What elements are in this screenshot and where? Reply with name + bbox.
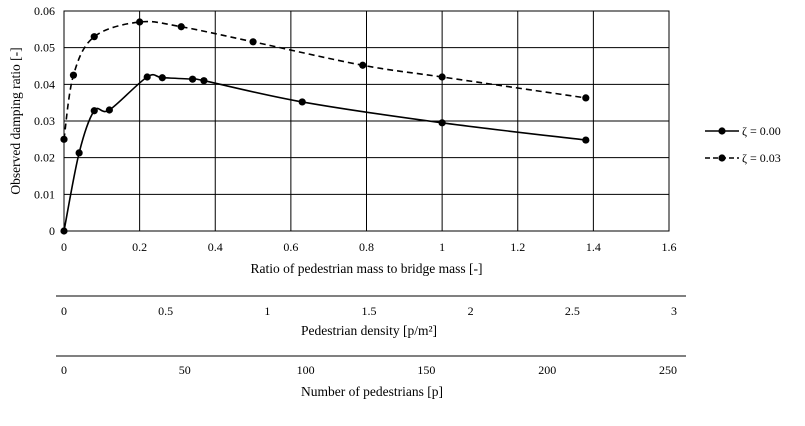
x-tick-label: 1.4	[586, 240, 601, 254]
series-layer	[60, 18, 590, 235]
data-point	[75, 149, 83, 157]
y-tick-label: 0.03	[34, 114, 55, 128]
data-point	[60, 135, 68, 143]
data-point	[90, 107, 98, 115]
y-tick-label: 0.05	[34, 41, 55, 55]
secondary-tick-label: 0	[61, 304, 67, 318]
data-point	[438, 119, 446, 127]
legend-label-zeta-0: ζ = 0.00	[742, 124, 781, 138]
data-point	[200, 77, 208, 85]
data-point	[438, 73, 446, 81]
legend-label-zeta-3: ζ = 0.03	[742, 151, 781, 165]
pedestrian-density-ticks: 0 0.5 1 1.5 2 2.5 3	[61, 304, 677, 318]
y-tick-label: 0.02	[34, 151, 55, 165]
data-point	[359, 61, 367, 69]
x-tick-label: 0.4	[208, 240, 223, 254]
legend-marker	[718, 127, 726, 135]
x-tick-label: 1.2	[510, 240, 525, 254]
secondary-tick-label: 200	[538, 363, 556, 377]
legend-item-zeta-3: ζ = 0.03	[705, 151, 781, 165]
data-point	[136, 18, 144, 26]
x-tick-label: 1.6	[662, 240, 677, 254]
data-point	[69, 71, 78, 79]
y-tick-label: 0.06	[34, 4, 55, 18]
data-point	[298, 98, 306, 106]
pedestrian-density-axis: 0 0.5 1 1.5 2 2.5 3 Pedestrian density [p/m²]	[56, 295, 686, 338]
secondary-tick-label: 1	[264, 304, 270, 318]
data-point	[582, 136, 590, 144]
secondary-tick-label: 100	[297, 363, 315, 377]
pedestrian-count-axis: 0 50 100 150 200 250 Number of pedestrians [p…	[56, 355, 686, 399]
data-point	[143, 73, 151, 81]
x-tick-label: 0.2	[132, 240, 147, 254]
x-tick-label: 0.6	[283, 240, 298, 254]
secondary-tick-label: 0.5	[158, 304, 173, 318]
y-axis-ticks: 0 0.01 0.02 0.03 0.04 0.05 0.06	[34, 4, 55, 238]
data-point	[188, 75, 197, 83]
legend-marker	[718, 154, 726, 162]
data-point	[105, 106, 113, 114]
data-point	[249, 38, 257, 46]
secondary-tick-label: 250	[659, 363, 677, 377]
x-tick-label: 0	[61, 240, 67, 254]
legend: ζ = 0.00 ζ = 0.03	[705, 124, 781, 165]
x-axis-label: Ratio of pedestrian mass to bridge mass …	[250, 261, 482, 276]
secondary-tick-label: 50	[179, 363, 191, 377]
secondary-tick-label: 2.5	[565, 304, 580, 318]
x-tick-label: 0.8	[359, 240, 374, 254]
pedestrian-count-label: Number of pedestrians [p]	[301, 384, 443, 399]
secondary-tick-label: 150	[417, 363, 435, 377]
data-point	[582, 94, 590, 102]
data-point	[177, 23, 185, 31]
y-tick-label: 0.01	[34, 187, 55, 201]
legend-item-zeta-0: ζ = 0.00	[705, 124, 781, 138]
secondary-tick-label: 2	[468, 304, 474, 318]
pedestrian-density-label: Pedestrian density [p/m²]	[301, 323, 437, 338]
series-line-0	[63, 73, 586, 232]
data-point	[90, 33, 98, 41]
y-tick-label: 0.04	[34, 77, 55, 91]
data-point	[60, 227, 68, 235]
secondary-tick-label: 0	[61, 363, 67, 377]
data-point	[158, 74, 166, 82]
x-axis-ticks: 0 0.2 0.4 0.6 0.8 1 1.2 1.4 1.6	[61, 240, 677, 254]
plot-grid	[63, 10, 670, 232]
x-tick-label: 1	[439, 240, 445, 254]
plot-frame	[63, 10, 670, 232]
secondary-tick-label: 1.5	[362, 304, 377, 318]
y-axis-label: Observed damping ratio [-]	[8, 47, 23, 194]
y-tick-label: 0	[49, 224, 55, 238]
secondary-tick-label: 3	[671, 304, 677, 318]
pedestrian-count-ticks: 0 50 100 150 200 250	[61, 363, 677, 377]
